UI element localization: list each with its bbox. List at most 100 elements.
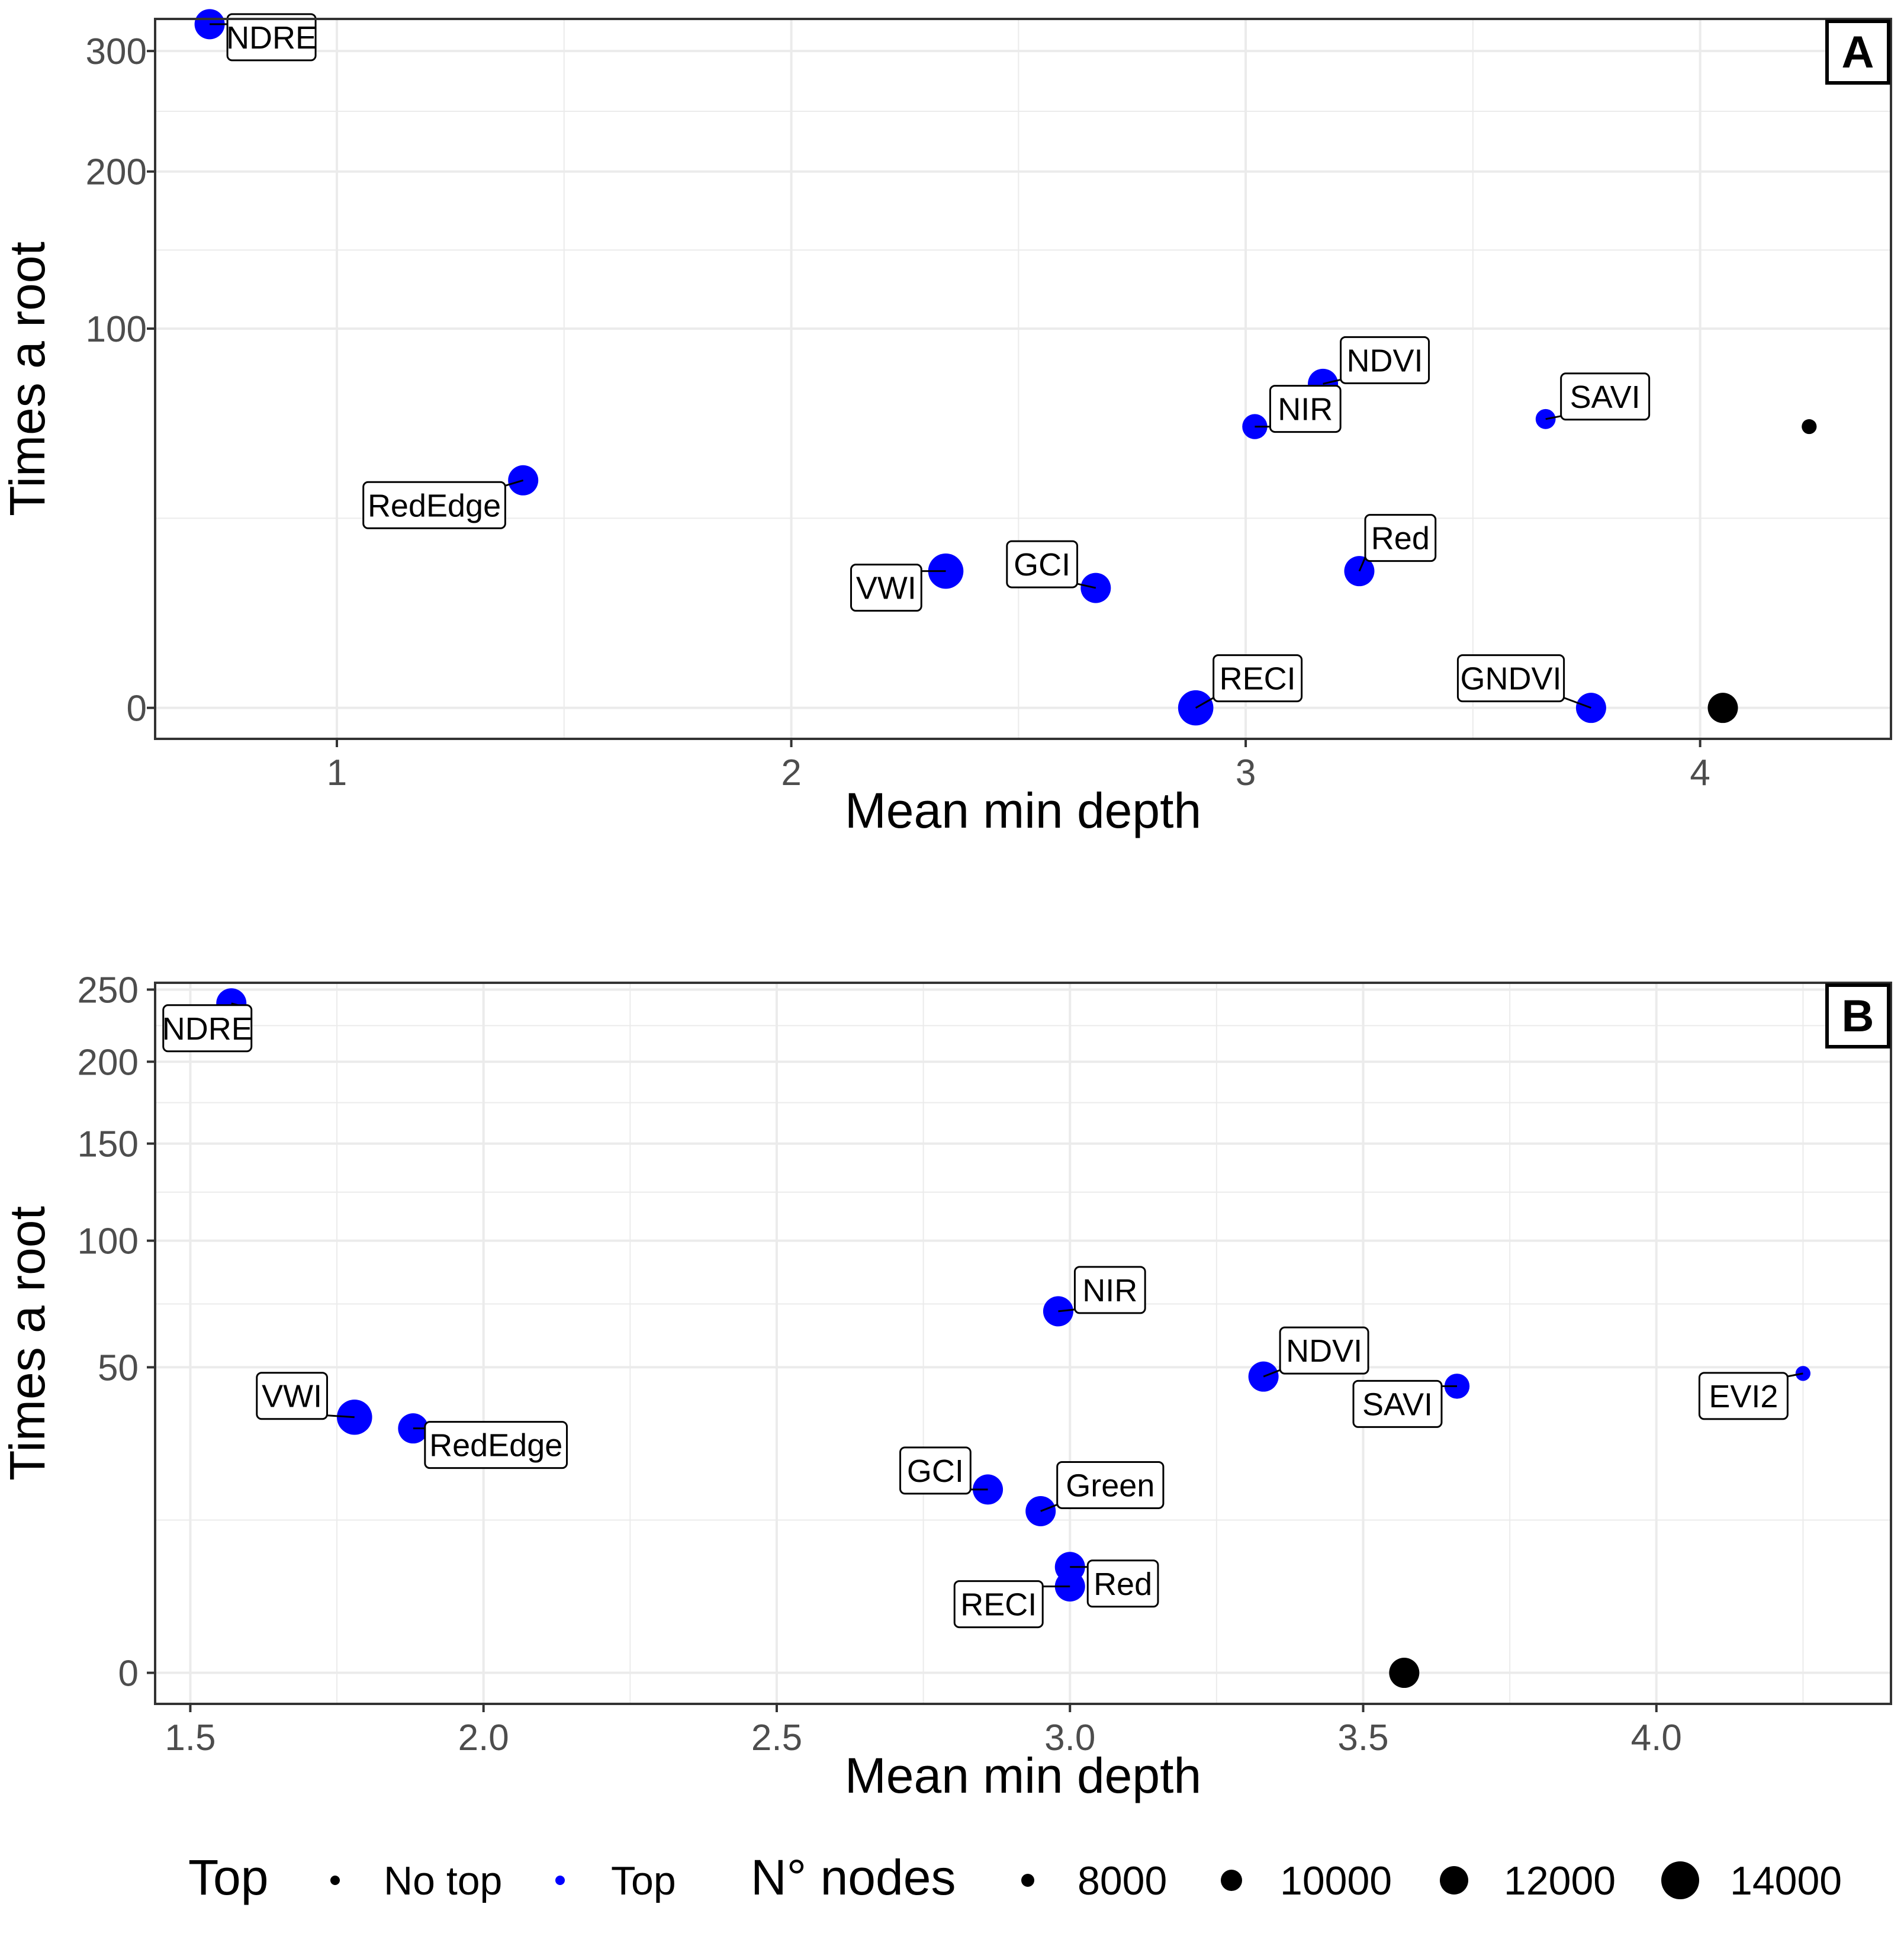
label-leader-line — [1058, 1308, 1075, 1313]
point-label: Green — [1066, 1468, 1154, 1503]
point-label: RedEdge — [429, 1428, 562, 1464]
panel-label-box — [1825, 983, 1890, 1048]
y-tick-label: 100 — [78, 1221, 139, 1262]
point-label-box — [1212, 654, 1303, 703]
point-label: RedEdge — [368, 488, 501, 523]
point-label: NDVI — [1286, 1333, 1362, 1369]
legend: Top No top Top N° nodes 8000 10000 12000 14000 — [188, 1850, 1842, 1905]
point-label: EVI2 — [1709, 1379, 1778, 1414]
panel-border — [154, 18, 1892, 740]
legend-key-top — [330, 1876, 340, 1885]
point-label-box — [424, 1421, 568, 1469]
y-tick-label: 50 — [98, 1347, 139, 1388]
y-tick-label: 100 — [86, 309, 147, 350]
legend-key-nodes — [1021, 1874, 1034, 1887]
panel-border — [154, 982, 1892, 1705]
point-label: GNDVI — [1461, 661, 1562, 697]
point-label-box — [1056, 1461, 1165, 1509]
x-tick-label: 2.5 — [751, 1717, 802, 1758]
label-leader-line — [1040, 1504, 1058, 1512]
x-tick-label: 3 — [1236, 752, 1256, 793]
point-label: NDRE — [226, 20, 317, 56]
legend-item-nodes: 10000 — [1280, 1858, 1392, 1903]
point-label: NDRE — [162, 1011, 253, 1047]
label-leader-line — [1195, 697, 1214, 709]
point-label: GCI — [907, 1453, 964, 1489]
label-leader-line — [1564, 697, 1591, 709]
label-leader-line — [1787, 1372, 1803, 1378]
data-point — [1178, 690, 1214, 726]
legend-title-nodes: N° nodes — [751, 1850, 956, 1905]
x-tick-label: 4 — [1690, 752, 1710, 793]
legend-key-nodes — [1440, 1866, 1468, 1895]
point-label-box — [162, 1004, 253, 1053]
label-leader-line — [1263, 1369, 1281, 1378]
point-label-box — [1086, 1559, 1159, 1608]
x-tick-label: 1 — [327, 752, 347, 793]
point-label: NIR — [1278, 392, 1333, 427]
label-leader-line — [504, 479, 524, 487]
legend-item-top: Top — [611, 1858, 676, 1903]
legend-item-nodes: 8000 — [1078, 1858, 1167, 1903]
label-leader-line — [1323, 378, 1341, 385]
point-label: RECI — [960, 1587, 1037, 1623]
label-leader-line — [1545, 415, 1561, 420]
legend-key-nodes — [1661, 1861, 1699, 1899]
panel-b: 0 50 100 150 200 250 1.5 2.0 2.5 3.0 3.5 4.0 NDRE VWI… — [0, 970, 1892, 1803]
point-label: VWI — [856, 571, 916, 606]
point-label-box — [256, 1372, 329, 1420]
legend-item-nodes: 12000 — [1504, 1858, 1616, 1903]
x-axis-title: Mean min depth — [845, 783, 1201, 838]
data-point — [1802, 419, 1817, 435]
x-tick-label: 2 — [781, 752, 801, 793]
point-label-box — [1269, 385, 1342, 433]
y-tick-label: 300 — [86, 31, 147, 72]
y-tick-label: 200 — [78, 1042, 139, 1083]
y-axis-title: Times a root — [0, 1206, 55, 1481]
point-label: GCI — [1014, 547, 1070, 583]
legend-title-top: Top — [188, 1850, 268, 1905]
point-label-box — [1352, 1379, 1443, 1428]
point-label-box — [1560, 372, 1651, 421]
y-axis-title: Times a root — [0, 242, 55, 516]
legend-item-nodes: 14000 — [1730, 1858, 1842, 1903]
point-label-box — [850, 564, 922, 612]
x-tick-label: 3.5 — [1337, 1717, 1388, 1758]
point-label-box — [1698, 1372, 1789, 1420]
y-tick-label: 150 — [78, 1124, 139, 1165]
y-tick-label: 250 — [78, 970, 139, 1011]
panel-a: 0 100 200 300 1 2 3 4 NDRE RedEdge VWI GCI RECI NIR ND… — [0, 9, 1892, 838]
panel-label: B — [1842, 991, 1874, 1041]
panel-label-box — [1825, 20, 1890, 85]
legend-key-top — [555, 1876, 565, 1885]
legend-item-top: No top — [384, 1858, 502, 1903]
point-label: SAVI — [1570, 379, 1641, 415]
x-tick-label: 3.0 — [1044, 1717, 1095, 1758]
label-leader-line — [327, 1414, 355, 1419]
point-label-box — [1456, 654, 1565, 703]
label-leader-line — [1358, 557, 1366, 572]
y-tick-label: 0 — [127, 689, 147, 729]
panel-label: A — [1842, 27, 1874, 78]
data-point — [1389, 1658, 1420, 1688]
legend-key-nodes — [1221, 1870, 1242, 1891]
point-label-box — [953, 1580, 1044, 1629]
point-label: Red — [1371, 521, 1430, 557]
point-label-box — [1006, 540, 1079, 588]
point-label-box — [1073, 1266, 1146, 1314]
point-label-box — [1340, 336, 1430, 384]
data-point — [1707, 693, 1738, 723]
x-axis-title: Mean min depth — [845, 1748, 1201, 1803]
point-label: Red — [1093, 1567, 1152, 1602]
point-label-box — [1364, 514, 1437, 562]
point-label-box — [1279, 1326, 1369, 1375]
label-leader-line — [1077, 583, 1096, 589]
point-label-box — [899, 1446, 972, 1495]
point-label: VWI — [262, 1379, 322, 1414]
point-label-box — [226, 13, 317, 62]
x-tick-label: 4.0 — [1631, 1717, 1682, 1758]
x-tick-label: 2.0 — [458, 1717, 509, 1758]
y-tick-label: 200 — [86, 152, 147, 193]
